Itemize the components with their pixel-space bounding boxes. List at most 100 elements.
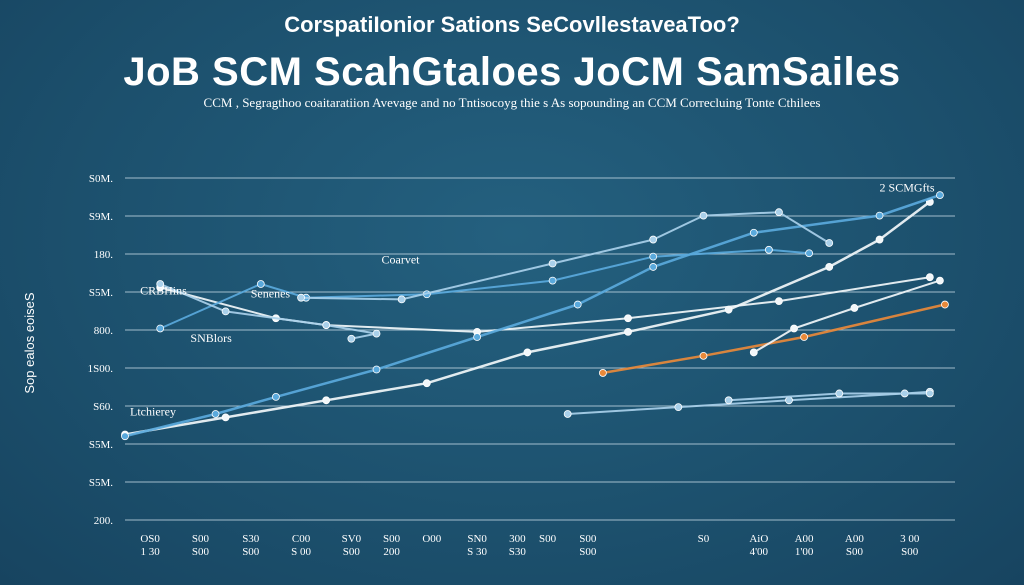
annotation-label: Ltchierey xyxy=(130,405,176,419)
data-point xyxy=(372,365,381,374)
data-point xyxy=(372,329,381,338)
x-tick-label: S00 xyxy=(383,533,401,545)
data-point xyxy=(785,396,793,405)
y-tick-label: 800. xyxy=(94,325,114,337)
y-tick-label: 180. xyxy=(94,249,114,261)
x-tick-label: S00 xyxy=(343,546,361,558)
data-point xyxy=(573,300,582,309)
y-tick-label: S9M. xyxy=(89,211,113,223)
x-tick-label: S00 xyxy=(539,533,557,545)
data-point xyxy=(548,276,557,285)
x-tick-label: S 00 xyxy=(291,546,311,558)
data-point xyxy=(256,280,265,288)
series-line-light-lower xyxy=(566,390,931,415)
x-tick-label: 3 00 xyxy=(900,533,920,545)
data-point xyxy=(749,228,758,237)
x-tick-label: A00 xyxy=(795,533,814,545)
data-point xyxy=(925,273,934,282)
data-point xyxy=(523,348,532,357)
data-point xyxy=(674,403,683,412)
series-line-light-middle xyxy=(300,211,831,301)
y-tick-label: 1S00. xyxy=(88,363,114,375)
data-point xyxy=(598,369,607,377)
data-point xyxy=(624,314,632,323)
data-point xyxy=(800,333,808,341)
y-tick-label: S5M. xyxy=(89,477,113,489)
annotation-label: CRBHins xyxy=(140,283,187,297)
x-tick-label: S00 xyxy=(579,546,597,558)
data-point xyxy=(121,432,129,441)
data-point xyxy=(699,211,708,220)
data-point xyxy=(699,351,708,360)
data-point xyxy=(473,333,482,341)
data-point xyxy=(941,300,949,309)
x-tick-label: S00 xyxy=(901,546,919,558)
x-tick-label: SV0 xyxy=(342,533,362,545)
x-tick-label: S00 xyxy=(846,546,864,558)
data-point xyxy=(790,324,798,333)
x-tick-label: OS0 xyxy=(140,533,160,545)
data-point xyxy=(397,295,406,304)
data-point xyxy=(775,297,783,306)
x-tick-label: S00 xyxy=(192,533,210,545)
x-tick-label: SN0 xyxy=(467,533,487,545)
annotation-label: SNBlors xyxy=(190,331,232,345)
series-line-white-secondary xyxy=(159,276,931,333)
data-point xyxy=(548,259,557,268)
data-point xyxy=(221,413,230,422)
y-tick-label: 200. xyxy=(94,515,114,527)
x-tick-label: 4'00 xyxy=(750,546,769,558)
data-point xyxy=(936,276,944,285)
data-point xyxy=(322,321,331,329)
x-tick-label: S30 xyxy=(242,533,260,545)
annotation-label: Senenes xyxy=(251,287,291,301)
data-point xyxy=(211,410,220,418)
data-point xyxy=(835,389,844,398)
annotation-label: Coarvet xyxy=(382,253,421,267)
data-point xyxy=(925,389,934,398)
data-point xyxy=(322,396,331,405)
data-point xyxy=(422,379,431,388)
data-point xyxy=(825,239,834,247)
data-point xyxy=(156,324,165,333)
data-point xyxy=(850,304,859,312)
data-point xyxy=(724,396,733,405)
data-point xyxy=(347,334,356,343)
data-point xyxy=(649,263,658,271)
data-point xyxy=(875,235,884,244)
x-tick-label: 1 30 xyxy=(141,546,161,558)
chart-supertitle: CorspatiIonior Sations SeCovllestaveaToo… xyxy=(284,12,740,37)
data-point xyxy=(297,293,305,302)
data-point xyxy=(749,348,758,357)
y-tick-label: S0M. xyxy=(89,173,113,185)
chart-title: JoB SCM ScahGtaloes JoCM SamSailes xyxy=(123,50,901,94)
x-tick-label: C00 xyxy=(292,533,311,545)
series-line-blue-rising xyxy=(123,193,942,438)
data-point xyxy=(272,392,280,401)
y-tick-label: S5M. xyxy=(89,287,113,299)
series-line-orange xyxy=(601,303,947,375)
x-tick-label: S00 xyxy=(242,546,260,558)
data-point xyxy=(764,245,773,254)
x-tick-label: 1'00 xyxy=(795,546,814,558)
series-line-blue-middle xyxy=(159,248,811,330)
data-point xyxy=(649,235,658,244)
y-tick-label: S5M. xyxy=(89,439,113,451)
data-point xyxy=(805,249,814,258)
data-point xyxy=(563,410,572,418)
data-point xyxy=(775,208,783,217)
x-tick-label: 300 xyxy=(509,533,526,545)
data-point xyxy=(649,252,658,261)
x-tick-label: S00 xyxy=(579,533,597,545)
x-tick-label: S0 xyxy=(698,533,710,545)
chart-subtitle: CCM , Segragthoo coaitaratiion Avevage a… xyxy=(203,95,821,110)
x-tick-label: A00 xyxy=(845,533,864,545)
x-tick-label: S 30 xyxy=(467,546,487,558)
series-line-white-main xyxy=(123,200,932,436)
x-tick-label: O00 xyxy=(422,533,441,545)
x-tick-label: 200 xyxy=(383,546,400,558)
data-point xyxy=(624,327,632,336)
x-tick-label: S00 xyxy=(192,546,210,558)
data-point xyxy=(156,280,165,288)
